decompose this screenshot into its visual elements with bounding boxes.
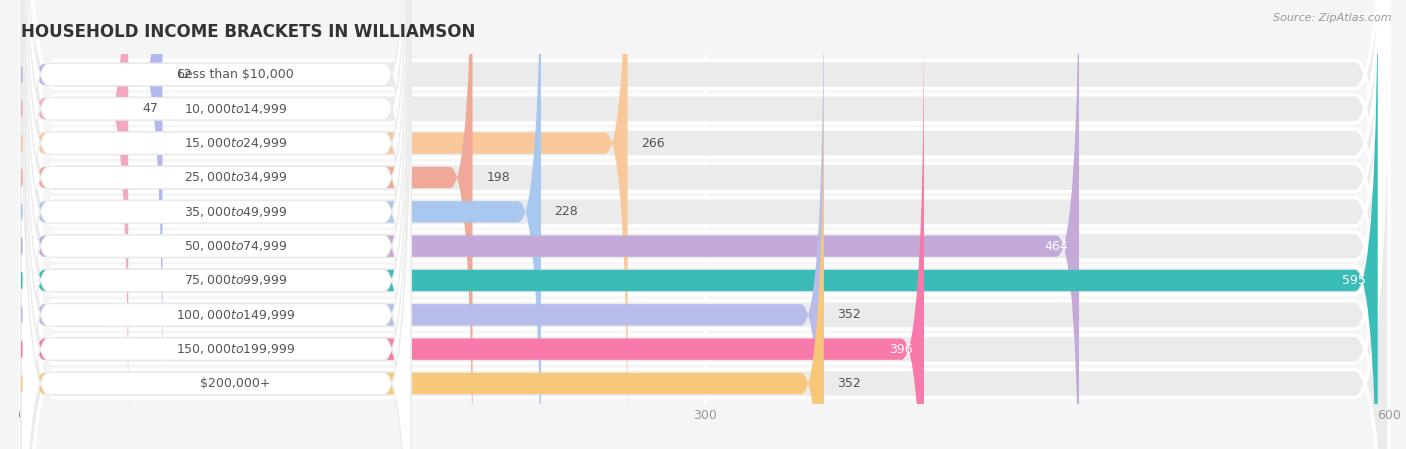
Text: 595: 595 [1343, 274, 1367, 287]
Text: 62: 62 [176, 68, 191, 81]
FancyBboxPatch shape [21, 0, 1378, 449]
Text: 352: 352 [838, 308, 860, 321]
FancyBboxPatch shape [21, 0, 411, 449]
Text: $150,000 to $199,999: $150,000 to $199,999 [176, 342, 295, 356]
FancyBboxPatch shape [21, 0, 411, 449]
Text: $10,000 to $14,999: $10,000 to $14,999 [184, 102, 287, 116]
FancyBboxPatch shape [21, 0, 472, 449]
FancyBboxPatch shape [21, 0, 1389, 449]
FancyBboxPatch shape [21, 0, 1389, 449]
FancyBboxPatch shape [21, 0, 1389, 449]
Text: HOUSEHOLD INCOME BRACKETS IN WILLIAMSON: HOUSEHOLD INCOME BRACKETS IN WILLIAMSON [21, 23, 475, 41]
FancyBboxPatch shape [21, 0, 411, 449]
Text: 464: 464 [1045, 240, 1067, 253]
Text: Source: ZipAtlas.com: Source: ZipAtlas.com [1274, 13, 1392, 23]
FancyBboxPatch shape [21, 0, 1389, 449]
FancyBboxPatch shape [21, 0, 1389, 449]
Text: Less than $10,000: Less than $10,000 [177, 68, 294, 81]
FancyBboxPatch shape [21, 0, 411, 449]
FancyBboxPatch shape [21, 0, 163, 407]
FancyBboxPatch shape [21, 0, 1078, 449]
FancyBboxPatch shape [21, 0, 1389, 449]
FancyBboxPatch shape [21, 0, 627, 449]
FancyBboxPatch shape [21, 0, 411, 449]
FancyBboxPatch shape [21, 0, 1389, 449]
Text: 266: 266 [641, 136, 665, 150]
FancyBboxPatch shape [21, 0, 541, 449]
FancyBboxPatch shape [21, 17, 924, 449]
Text: 198: 198 [486, 171, 510, 184]
FancyBboxPatch shape [21, 0, 824, 449]
Text: 352: 352 [838, 377, 860, 390]
Text: $200,000+: $200,000+ [200, 377, 271, 390]
FancyBboxPatch shape [21, 0, 411, 449]
Text: $15,000 to $24,999: $15,000 to $24,999 [184, 136, 287, 150]
Text: 47: 47 [142, 102, 157, 115]
Text: $25,000 to $34,999: $25,000 to $34,999 [184, 171, 287, 185]
Text: $75,000 to $99,999: $75,000 to $99,999 [184, 273, 287, 287]
FancyBboxPatch shape [21, 0, 411, 449]
FancyBboxPatch shape [21, 0, 128, 441]
FancyBboxPatch shape [21, 51, 824, 449]
FancyBboxPatch shape [21, 0, 1389, 449]
FancyBboxPatch shape [21, 0, 1389, 449]
FancyBboxPatch shape [21, 0, 411, 449]
FancyBboxPatch shape [21, 0, 411, 449]
Text: $100,000 to $149,999: $100,000 to $149,999 [176, 308, 295, 322]
FancyBboxPatch shape [21, 0, 1389, 449]
Text: $50,000 to $74,999: $50,000 to $74,999 [184, 239, 287, 253]
Text: 228: 228 [554, 205, 578, 218]
Text: 396: 396 [889, 343, 912, 356]
Text: $35,000 to $49,999: $35,000 to $49,999 [184, 205, 287, 219]
FancyBboxPatch shape [21, 0, 411, 449]
